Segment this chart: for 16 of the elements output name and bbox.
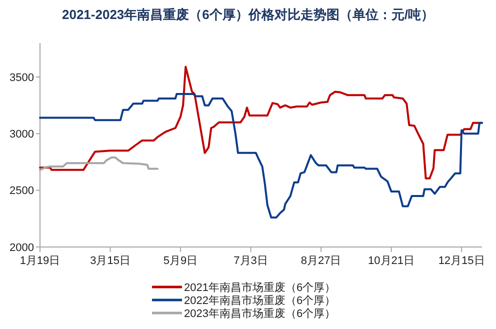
y-tick-label: 3000 xyxy=(10,128,34,141)
y-tick-label: 3500 xyxy=(10,72,34,84)
x-tick-label: 5月9日 xyxy=(163,255,198,267)
legend-label: 2022年南昌市场重废（6个厚） xyxy=(184,294,336,307)
x-tick-label: 10月21日 xyxy=(368,255,415,267)
chart-title: 2021-2023年南昌重废（6个厚）价格对比走势图（单位：元/吨） xyxy=(62,7,434,22)
x-tick-label: 1月19日 xyxy=(20,255,60,267)
x-tick-label: 3月15日 xyxy=(90,255,130,267)
x-tick-label: 8月27日 xyxy=(300,255,342,267)
legend-label: 2021年南昌市场重废（6个厚） xyxy=(184,280,336,294)
x-tick-label: 12月15日 xyxy=(438,255,485,267)
y-tick-label: 2500 xyxy=(10,185,34,198)
y-tick-label: 2000 xyxy=(10,242,34,254)
x-tick-label: 7月3日 xyxy=(234,255,268,267)
legend-label: 2023年南昌市场重废（6个厚） xyxy=(184,306,336,320)
line-series xyxy=(39,93,483,219)
